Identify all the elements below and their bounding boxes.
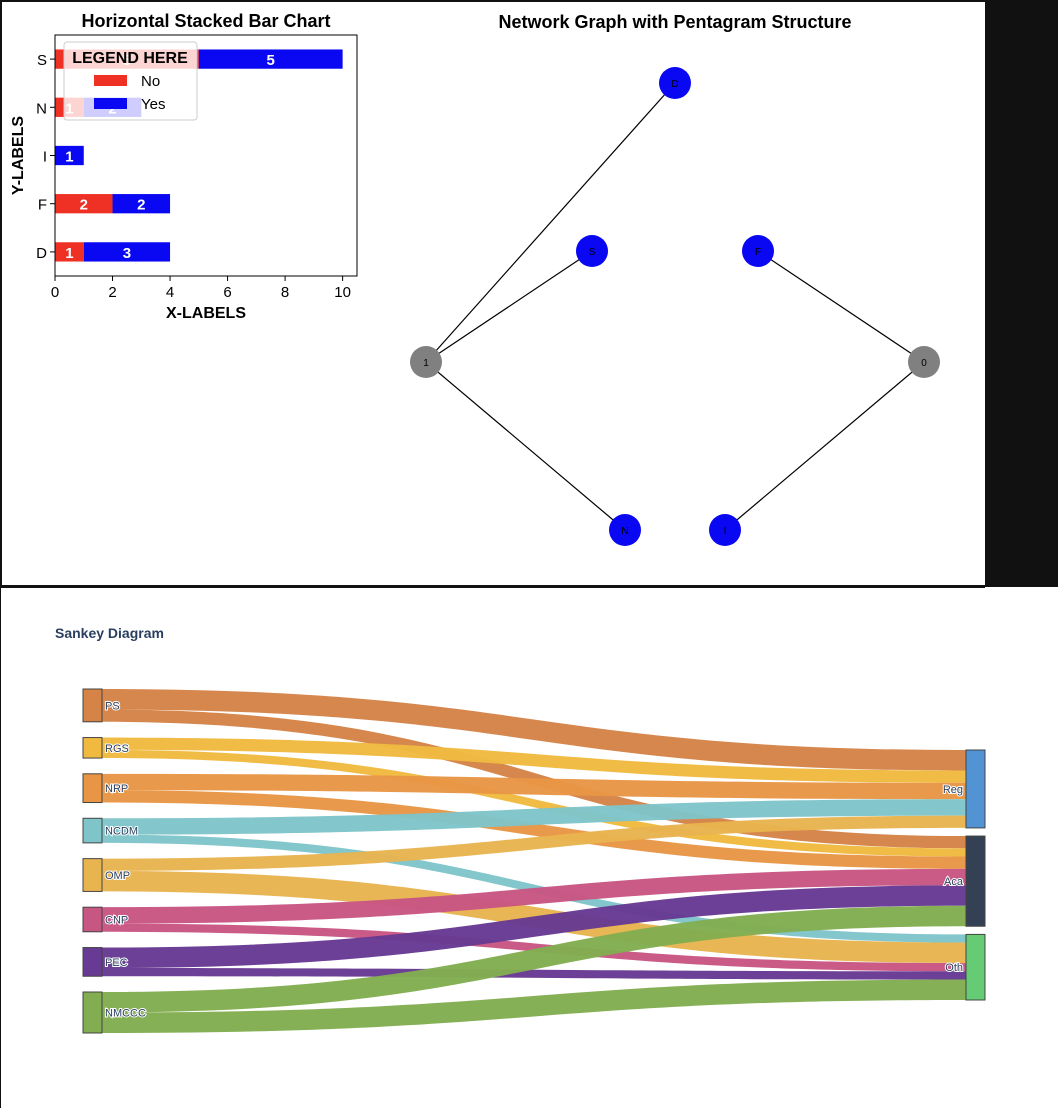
network-node-label: F xyxy=(755,247,761,258)
bar-segment-D-no xyxy=(55,242,84,262)
sankey-source-label: CNP xyxy=(105,914,128,926)
x-tick-label: 10 xyxy=(334,284,351,301)
sankey-link-RGS-Aca xyxy=(102,749,966,857)
x-tick-label: 0 xyxy=(51,284,59,301)
sankey-source-label: RGS xyxy=(105,743,129,755)
network-node-label: I xyxy=(724,526,727,537)
bar-segment-S-yes xyxy=(198,49,343,69)
bar-legend: LEGEND HERE No Yes xyxy=(63,41,198,121)
stacked-bar-chart: Horizontal Stacked Bar Chart132211255024… xyxy=(10,11,358,322)
x-tick-label: 2 xyxy=(108,284,116,301)
sankey-link-OMP-Reg xyxy=(102,815,966,871)
x-tick-label: 4 xyxy=(166,284,174,301)
network-title: Network Graph with Pentagram Structure xyxy=(498,12,851,32)
sankey-source-label: NMCCC xyxy=(105,1008,146,1020)
sankey-link-NRP-Reg xyxy=(102,773,966,800)
x-tick-label: 6 xyxy=(223,284,231,301)
legend-swatch-yes xyxy=(94,98,127,109)
sankey-link-PEC-Aca xyxy=(102,885,966,969)
sankey-target-label: Reg xyxy=(943,784,963,796)
sankey-link-NMCCC-Oth xyxy=(102,979,966,1033)
bar-data-label: 1 xyxy=(65,149,73,166)
right-dark-strip xyxy=(985,0,1058,587)
sankey-source-node-nrp xyxy=(82,773,103,804)
network-node-1 xyxy=(410,346,442,378)
y-tick-label: N xyxy=(36,100,47,117)
network-node-label: N xyxy=(621,526,628,537)
sankey-link-NCDM-Reg xyxy=(102,799,966,835)
network-node-I xyxy=(709,514,741,546)
legend-label: Yes xyxy=(141,96,165,113)
sankey-source-node-ncdm xyxy=(82,817,103,844)
sankey-diagram: Sankey Diagram PS RGS NRP NCDM OMP CNP PEC NMCCC… xyxy=(55,625,986,1034)
network-node-label: D xyxy=(671,79,678,90)
x-axis-label: X-LABELS xyxy=(166,305,246,322)
network-edge-1-S xyxy=(425,250,593,363)
bar-data-label: 2 xyxy=(80,197,88,214)
sankey-link-CNP-Aca xyxy=(102,868,966,924)
bar-segment-I-yes xyxy=(55,145,84,166)
x-tick-label: 8 xyxy=(281,284,289,301)
bar-segment-F-no xyxy=(55,194,113,214)
bar-segment-F-yes xyxy=(112,194,171,214)
y-tick-label: F xyxy=(38,197,47,214)
network-edge-0-I xyxy=(724,361,925,531)
network-node-S xyxy=(576,235,608,267)
sankey-link-RGS-Reg xyxy=(102,737,966,783)
sankey-source-label: NCDM xyxy=(105,826,138,838)
network-node-F xyxy=(742,235,774,267)
network-edge-1-D xyxy=(425,82,676,363)
sankey-link-PEC-Oth xyxy=(102,968,966,980)
bar-chart-title: Horizontal Stacked Bar Chart xyxy=(81,11,330,31)
sankey-source-label: NRP xyxy=(105,783,128,795)
bar-data-label: 3 xyxy=(123,245,131,262)
sankey-source-node-omp xyxy=(82,858,103,892)
sankey-source-node-nmccc xyxy=(82,991,103,1034)
sankey-link-PS-Reg xyxy=(102,689,966,771)
bar-segment-D-yes xyxy=(83,242,171,262)
bar-data-label: 2 xyxy=(137,197,145,214)
legend-title: LEGEND HERE xyxy=(72,50,188,67)
sankey-source-label: PS xyxy=(105,700,120,712)
sankey-target-node-reg xyxy=(965,749,986,829)
sankey-source-label: OMP xyxy=(105,870,130,882)
legend-swatch-no xyxy=(94,75,127,86)
panel-divider xyxy=(0,585,985,588)
sankey-target-node-aca xyxy=(965,835,986,927)
sankey-source-label: PEC xyxy=(105,957,128,969)
bar-data-label: 5 xyxy=(267,52,275,69)
sankey-link-NMCCC-Aca xyxy=(102,905,966,1013)
bar-data-label: 1 xyxy=(65,245,73,262)
network-node-D xyxy=(659,67,691,99)
network-node-label: 0 xyxy=(921,358,927,369)
network-node-label: 1 xyxy=(423,358,429,369)
network-edge-1-N xyxy=(425,361,626,531)
network-graph: Network Graph with Pentagram Structure D S… xyxy=(410,12,940,546)
sankey-link-NRP-Aca xyxy=(102,790,966,869)
y-tick-label: I xyxy=(43,149,47,166)
sankey-target-label: Aca xyxy=(944,876,964,888)
sankey-links xyxy=(102,689,966,1033)
network-node-label: S xyxy=(589,247,596,258)
sankey-target-node-oth xyxy=(965,933,986,1001)
y-tick-label: S xyxy=(37,52,47,69)
network-node-N xyxy=(609,514,641,546)
sankey-source-node-pec xyxy=(82,947,103,977)
network-node-0 xyxy=(908,346,940,378)
bottom-figure-panel: Sankey Diagram PS RGS NRP NCDM OMP CNP PEC NMCCC… xyxy=(0,588,1058,1108)
y-tick-label: D xyxy=(36,245,47,262)
sankey-title: Sankey Diagram xyxy=(55,625,164,641)
legend-label: No xyxy=(141,73,160,90)
top-figure-panel: Horizontal Stacked Bar Chart132211255024… xyxy=(0,0,985,585)
y-axis-label: Y-LABELS xyxy=(10,116,27,195)
sankey-source-node-ps xyxy=(82,688,103,723)
sankey-target-label: Oth xyxy=(945,962,963,974)
sankey-source-node-cnp xyxy=(82,906,103,933)
sankey-source-node-rgs xyxy=(82,737,103,759)
sankey-link-CNP-Oth xyxy=(102,923,966,972)
network-edge-F-0 xyxy=(757,250,925,363)
